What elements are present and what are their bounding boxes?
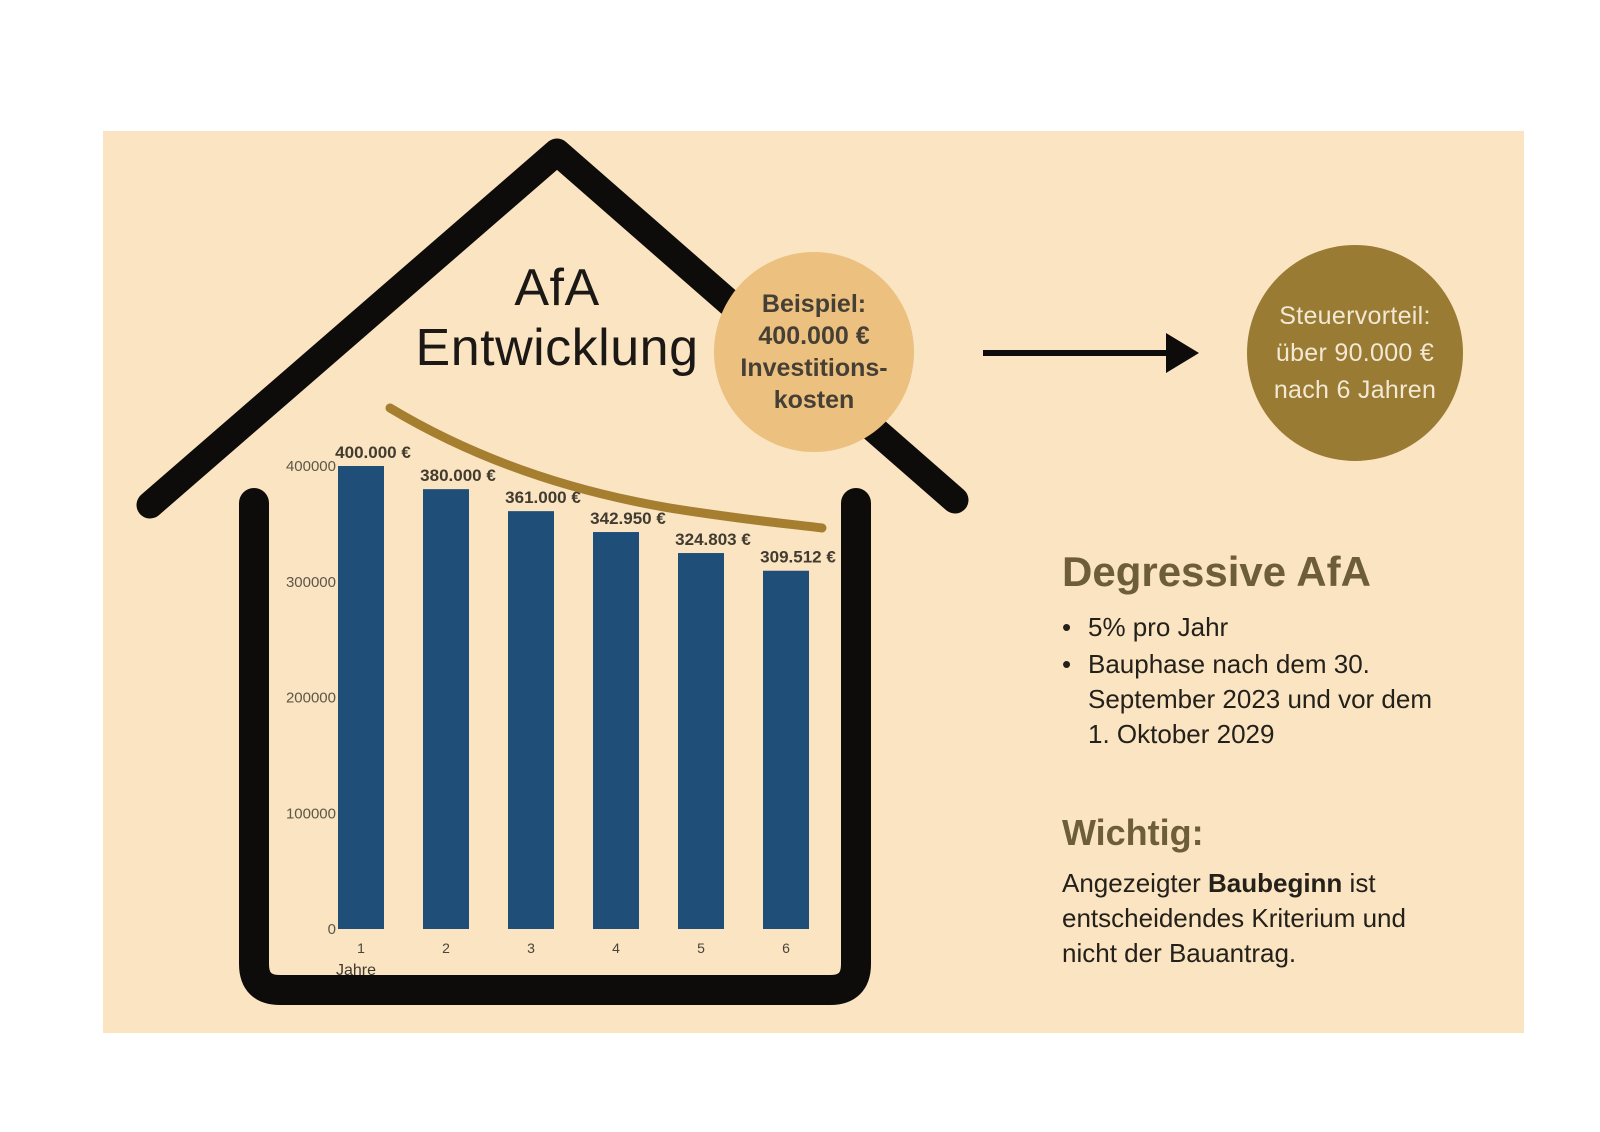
wichtig-text-post: ist entscheidendes Kriterium und nicht d… bbox=[1062, 868, 1406, 968]
wichtig-heading: Wichtig: bbox=[1062, 812, 1204, 853]
x-axis-label: Jahre bbox=[336, 962, 376, 979]
wichtig-text-bold: Baubeginn bbox=[1207, 868, 1343, 898]
house-walls-floor bbox=[239, 488, 871, 1005]
bullet-marker: • bbox=[1062, 612, 1072, 642]
benefit-bubble: Steuervorteil: über 90.000 € nach 6 Jahr… bbox=[1247, 245, 1463, 461]
benefit-bubble-line2: über 90.000 € bbox=[1275, 338, 1435, 367]
bar-year-1 bbox=[338, 466, 384, 929]
list-item: • Bauphase nach dem 30. September 2023 u… bbox=[1062, 647, 1460, 752]
example-bubble-line1: Beispiel: bbox=[761, 290, 867, 318]
y-axis-tick: 400000 bbox=[286, 458, 336, 475]
list-item: • 5% pro Jahr bbox=[1062, 610, 1460, 645]
bar-value-label: 342.950 € bbox=[590, 509, 666, 528]
bar-value-label: 400.000 € bbox=[335, 443, 411, 462]
example-bubble-line3: Investitions- bbox=[740, 354, 888, 382]
bar-value-label: 380.000 € bbox=[420, 466, 496, 485]
x-axis-tick: 6 bbox=[782, 940, 790, 956]
bar-value-label: 309.512 € bbox=[760, 548, 836, 567]
title-line2: Entwicklung bbox=[415, 319, 699, 378]
wichtig-text-pre: Angezeigter bbox=[1062, 868, 1208, 898]
bar-year-6 bbox=[763, 570, 809, 929]
example-bubble: Beispiel: 400.000 € Investitions- kosten bbox=[714, 252, 914, 452]
degressive-afa-heading: Degressive AfA bbox=[1062, 548, 1371, 595]
benefit-bubble-line1: Steuervorteil: bbox=[1279, 301, 1431, 330]
x-axis-tick: 3 bbox=[527, 940, 535, 956]
bar-year-5 bbox=[678, 553, 724, 929]
bar-year-2 bbox=[423, 489, 469, 929]
y-axis-tick: 0 bbox=[328, 921, 336, 938]
bullet-text: 5% pro Jahr bbox=[1088, 612, 1229, 642]
bullet-text: Bauphase nach dem 30. September 2023 und… bbox=[1088, 649, 1432, 749]
bar-year-4 bbox=[593, 532, 639, 929]
wichtig-paragraph: Angezeigter Baubeginn ist entscheidendes… bbox=[1062, 866, 1446, 971]
y-axis-tick: 300000 bbox=[286, 574, 336, 591]
y-axis-tick: 100000 bbox=[286, 805, 336, 822]
x-axis-tick: 2 bbox=[442, 940, 450, 956]
bar-value-label: 361.000 € bbox=[505, 488, 581, 507]
benefit-bubble-line3: nach 6 Jahren bbox=[1273, 375, 1437, 404]
page-title: AfA Entwicklung bbox=[357, 258, 757, 379]
x-axis-tick: 4 bbox=[612, 940, 620, 956]
degressive-afa-list: • 5% pro Jahr • Bauphase nach dem 30. Se… bbox=[1062, 610, 1460, 752]
trend-curve bbox=[385, 403, 827, 533]
bar-chart: 400000 300000 200000 100000 0 400.000 € 1 380.0… bbox=[286, 443, 836, 979]
bar-value-label: 324.803 € bbox=[675, 530, 751, 549]
wichtig-section: Wichtig: Angezeigter Baubeginn ist entsc… bbox=[1040, 812, 1460, 971]
example-bubble-line2: 400.000 € bbox=[758, 322, 870, 350]
arrow-head-icon bbox=[1166, 333, 1199, 373]
bullet-marker: • bbox=[1062, 649, 1072, 679]
example-bubble-line4: kosten bbox=[773, 386, 855, 414]
y-axis-tick: 200000 bbox=[286, 690, 336, 707]
x-axis-tick: 5 bbox=[697, 940, 705, 956]
x-axis-tick: 1 bbox=[357, 940, 365, 956]
degressive-afa-section: Degressive AfA • 5% pro Jahr • Bauphase … bbox=[1040, 548, 1460, 754]
title-line1: AfA bbox=[514, 259, 600, 317]
bar-year-3 bbox=[508, 511, 554, 929]
